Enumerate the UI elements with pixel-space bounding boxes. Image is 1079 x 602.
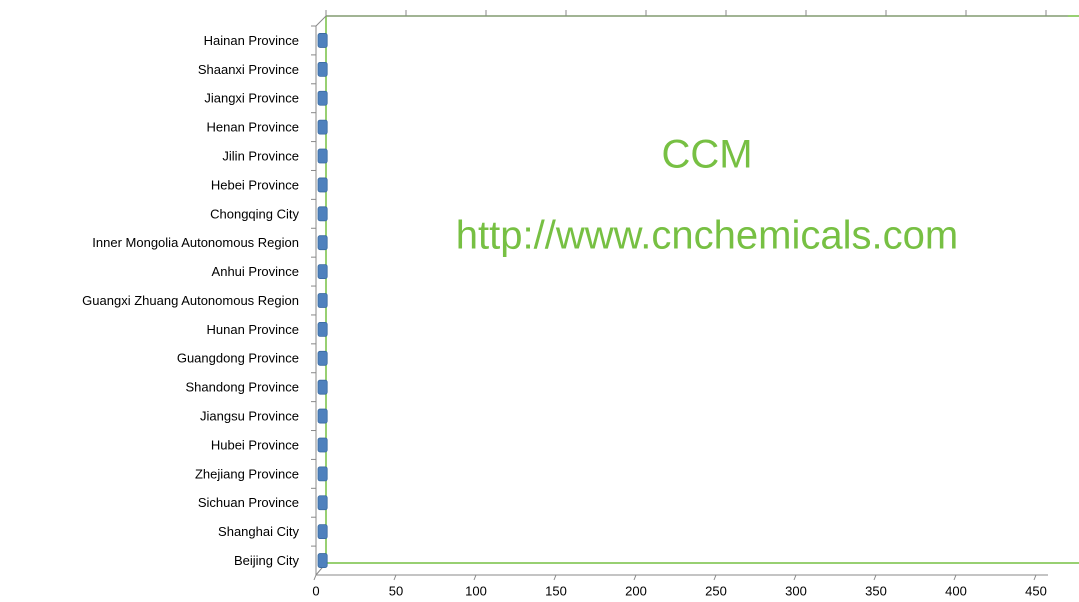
y-tick-label: Sichuan Province — [198, 495, 299, 510]
axis-corner — [315, 15, 327, 27]
x-tick — [873, 574, 877, 581]
y-tick-label: Henan Province — [207, 120, 300, 135]
bar — [317, 90, 328, 106]
bar — [317, 119, 328, 135]
y-tick-label: Shandong Province — [186, 380, 299, 395]
watermark: http://www.cnchemicals.com — [456, 214, 958, 258]
bar — [317, 408, 328, 424]
x-tick — [393, 574, 397, 581]
bar — [317, 466, 328, 482]
x-tick-label: 150 — [545, 583, 567, 598]
x-tick-label: 100 — [465, 583, 487, 598]
bar — [317, 379, 328, 395]
x-tick-label: 50 — [389, 583, 403, 598]
y-tick-label: Hunan Province — [207, 322, 300, 337]
y-tick-label: Inner Mongolia Autonomous Region — [92, 235, 299, 250]
y-tick-label: Chongqing City — [210, 206, 299, 221]
bar — [317, 264, 328, 280]
x-tick-label: 350 — [865, 583, 887, 598]
bar — [317, 148, 328, 164]
y-tick-label: Beijing City — [234, 553, 300, 568]
x-tick-label: 300 — [785, 583, 807, 598]
bar — [317, 177, 328, 193]
x-tick — [473, 574, 477, 581]
x-tick-label: 200 — [625, 583, 647, 598]
y-tick-label: Shaanxi Province — [198, 62, 299, 77]
bar — [317, 495, 328, 511]
y-tick-label: Jiangsu Province — [200, 409, 299, 424]
x-tick — [953, 574, 957, 581]
bar — [317, 33, 328, 48]
x-tick-label: 400 — [945, 583, 967, 598]
x-tick-label: 450 — [1025, 583, 1047, 598]
watermark: CCM — [661, 133, 752, 177]
bar — [317, 206, 328, 222]
y-tick-label: Jiangxi Province — [204, 91, 299, 106]
x-tick — [713, 574, 717, 581]
y-tick-label: Jilin Province — [222, 148, 299, 163]
x-tick — [633, 574, 637, 581]
y-tick-label: Guangdong Province — [177, 351, 299, 366]
x-tick-label: 0 — [312, 583, 319, 598]
bar — [317, 321, 328, 337]
y-tick-label: Zhejiang Province — [195, 466, 299, 481]
y-tick-label: Shanghai City — [218, 524, 299, 539]
y-tick-label: Hebei Province — [211, 177, 299, 192]
x-tick-label: 250 — [705, 583, 727, 598]
bar — [317, 293, 328, 308]
bar — [317, 61, 328, 77]
bar — [317, 553, 328, 568]
y-tick-label: Hubei Province — [211, 437, 299, 452]
bar — [317, 350, 328, 366]
y-tick-label: Hainan Province — [204, 33, 299, 48]
x-tick — [313, 574, 317, 581]
x-tick — [553, 574, 557, 581]
bar — [317, 524, 328, 540]
x-tick — [1033, 574, 1037, 581]
y-tick-label: Guangxi Zhuang Autonomous Region — [82, 293, 299, 308]
y-tick-label: Anhui Province — [212, 264, 299, 279]
x-tick — [793, 574, 797, 581]
bar — [317, 235, 328, 251]
bar — [317, 437, 328, 453]
